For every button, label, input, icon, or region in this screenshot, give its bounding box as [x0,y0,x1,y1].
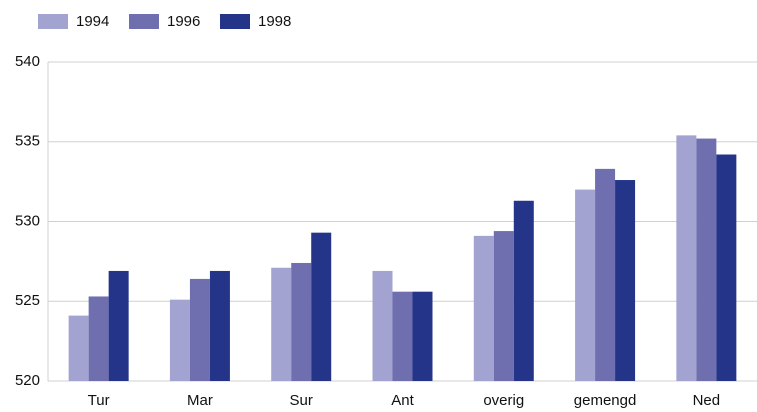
bar [716,154,737,381]
bar [108,270,129,381]
bar [88,296,109,381]
y-tick-label: 530 [15,212,40,229]
bar [412,291,433,381]
bar [513,200,534,381]
bar [595,168,616,381]
bar [209,270,230,381]
x-tick-label: Sur [290,392,313,409]
bar [68,315,89,381]
bar [392,291,413,381]
legend-swatch [38,14,68,29]
bar [473,235,494,381]
bar [676,135,697,381]
legend-label: 1996 [167,13,200,30]
bar [575,189,596,381]
x-tick-label: Ant [391,392,414,409]
bar [493,231,514,381]
y-tick-label: 520 [15,372,40,389]
y-tick-label: 535 [15,133,40,150]
bar [696,138,717,381]
y-tick-label: 525 [15,292,40,309]
bar [271,267,292,381]
legend-label: 1998 [258,13,291,30]
x-tick-label: overig [483,392,524,409]
bar [615,180,636,381]
x-tick-label: Ned [693,392,721,409]
bar [189,278,210,381]
bar [169,299,190,381]
x-tick-label: Tur [88,392,110,409]
x-tick-label: Mar [187,392,213,409]
legend-swatch [129,14,159,29]
bar [372,270,393,381]
y-tick-label: 540 [15,53,40,70]
legend-swatch [220,14,250,29]
x-tick-label: gemengd [574,392,637,409]
legend-label: 1994 [76,13,109,30]
bar [311,232,332,381]
bar [291,262,312,381]
